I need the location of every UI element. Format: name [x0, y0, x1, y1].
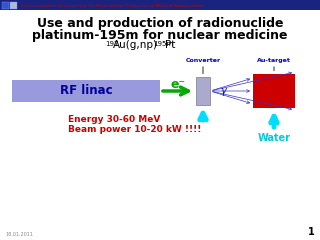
Bar [10, 2, 17, 9]
Text: Instrumentation Development for Photonuclear Production of Medical Radionuclides: Instrumentation Development for Photonuc… [21, 4, 204, 7]
Text: 195m: 195m [153, 41, 173, 47]
Bar [12, 80, 160, 102]
Text: Use and production of radionuclide: Use and production of radionuclide [37, 18, 283, 30]
Text: γ: γ [220, 86, 226, 96]
Text: Au-target: Au-target [257, 58, 291, 63]
Text: 1: 1 [308, 227, 315, 237]
Text: e⁻: e⁻ [171, 78, 186, 90]
Text: 197: 197 [105, 41, 118, 47]
Bar [196, 77, 210, 105]
Text: Au(g,np): Au(g,np) [113, 40, 157, 50]
Text: Converter: Converter [185, 58, 220, 63]
Text: Pt: Pt [165, 40, 175, 50]
Bar [2, 2, 9, 9]
Text: Energy 30-60 MeV: Energy 30-60 MeV [68, 115, 160, 124]
Text: Beam power 10-20 kW !!!!: Beam power 10-20 kW !!!! [68, 125, 201, 134]
Text: 18.01.2011: 18.01.2011 [5, 232, 33, 237]
Bar [253, 74, 295, 108]
Bar [0, 0, 320, 10]
Text: platinum-195m for nuclear medicine: platinum-195m for nuclear medicine [32, 29, 288, 42]
Text: Water: Water [258, 133, 291, 143]
Text: RF linac: RF linac [60, 84, 112, 97]
